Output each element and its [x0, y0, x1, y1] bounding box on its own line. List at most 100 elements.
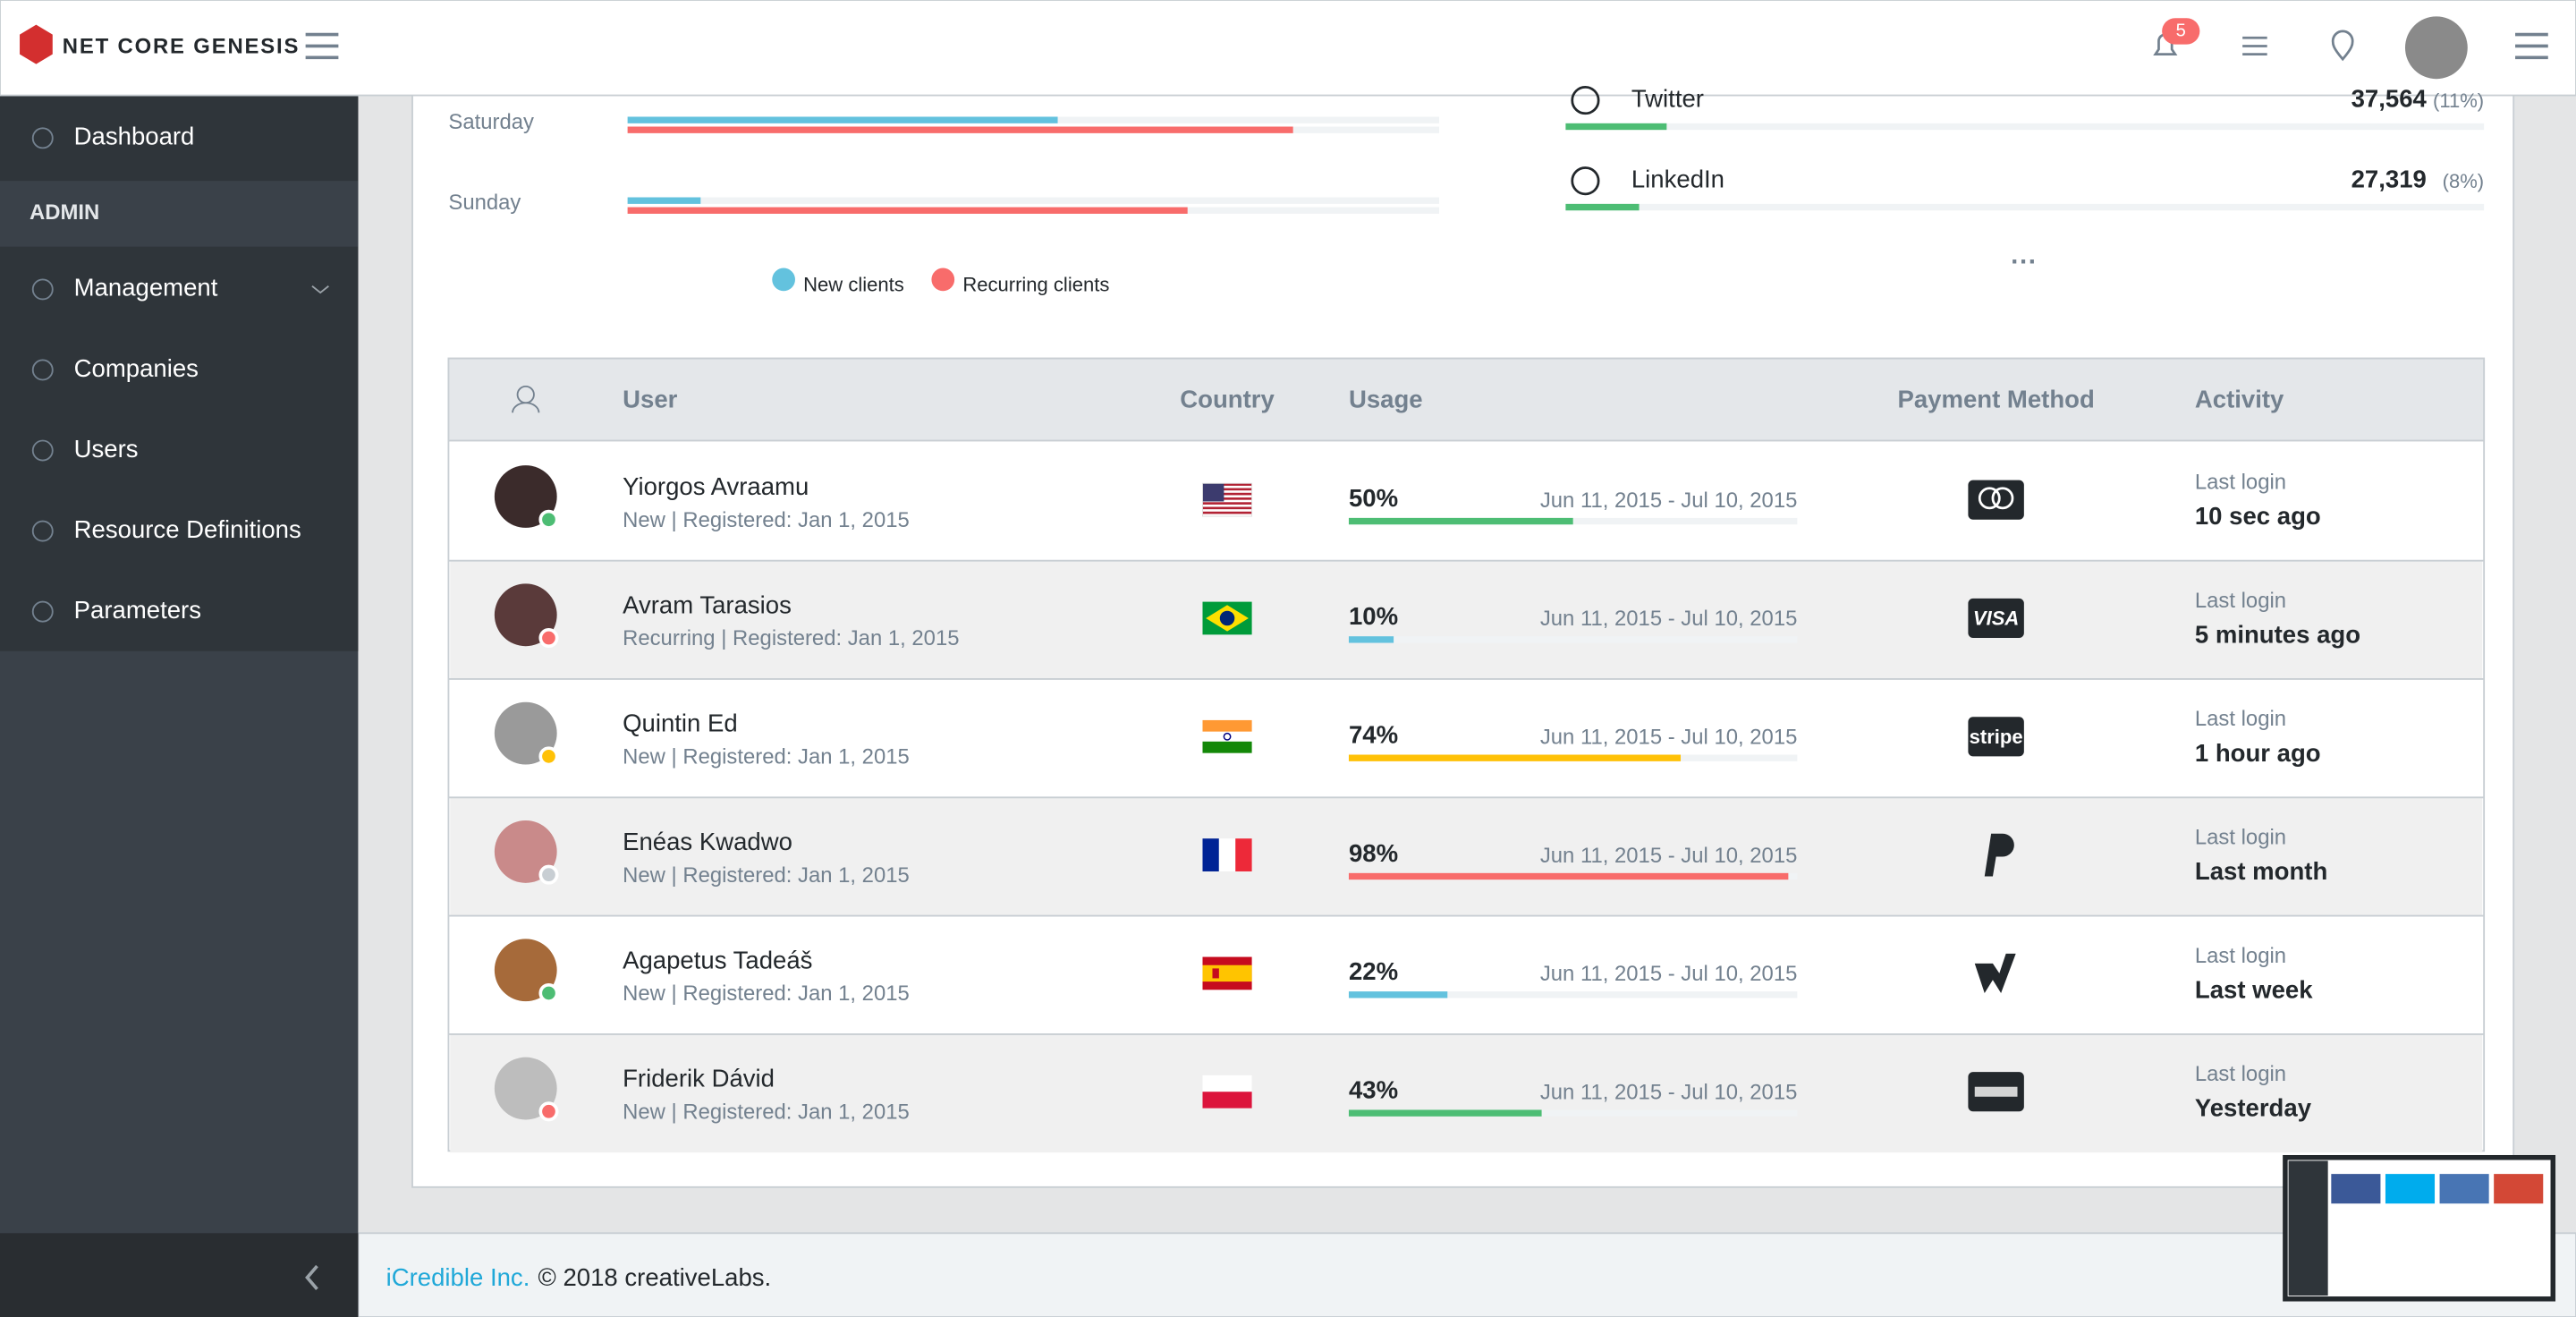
nav-icon[interactable]	[31, 520, 54, 542]
bar	[627, 197, 701, 204]
flag	[1223, 732, 1232, 741]
aside-toggle[interactable]	[2515, 32, 2548, 60]
avatar	[494, 701, 557, 765]
activity-value: 1 hour ago	[2195, 739, 2321, 767]
bar-track	[1348, 991, 1798, 998]
flag	[1202, 1092, 1252, 1109]
user-col-icon	[512, 402, 540, 413]
bar	[1565, 123, 1667, 131]
usage-bar	[1348, 636, 1394, 643]
activity-label: Last login	[2195, 944, 2286, 968]
flag	[1202, 483, 1252, 486]
nav-icon[interactable]	[31, 127, 54, 149]
user-name: Enéas Kwadwo	[623, 828, 792, 855]
avatar	[494, 820, 557, 883]
bar-track	[1565, 123, 2485, 131]
nav-item[interactable]: Resource Definitions	[74, 515, 301, 543]
badge	[2162, 18, 2200, 45]
activity-label: Last login	[2195, 589, 2286, 613]
menu-toggle[interactable]	[305, 32, 339, 60]
social-percent: (11%)	[2433, 89, 2484, 112]
nav-icon[interactable]	[31, 439, 54, 462]
social-name: Twitter	[1631, 84, 1704, 112]
status-dot	[538, 864, 559, 885]
status-dot	[538, 509, 559, 530]
footer-copyright: © 2018 creativeLabs.	[538, 1263, 772, 1291]
user-name: Agapetus Tadeáš	[623, 946, 812, 973]
sidebar-minimizer[interactable]	[0, 1233, 359, 1317]
bar	[627, 116, 1058, 123]
usage-period: Jun 11, 2015 - Jul 10, 2015	[1540, 1080, 1798, 1104]
minimap-tile	[2439, 1174, 2489, 1204]
flag	[1202, 838, 1219, 871]
footer-link[interactable]: iCredible Inc.	[386, 1263, 530, 1291]
bar	[627, 207, 1188, 214]
row-stripe	[450, 1033, 2483, 1153]
usage-label: 98%	[1349, 839, 1398, 867]
activity-value: 10 sec ago	[2195, 502, 2321, 530]
activity-label: Last login	[2195, 826, 2286, 850]
nav-item[interactable]: Users	[74, 435, 139, 463]
minimap-tile	[2494, 1174, 2544, 1204]
badge-count: 5	[2176, 21, 2186, 40]
collapse-icon[interactable]	[305, 1264, 318, 1290]
flag	[1202, 483, 1224, 502]
nav-item[interactable]: Management	[74, 274, 218, 302]
nav-item[interactable]: Companies	[74, 354, 199, 382]
usage-bar	[1348, 1109, 1542, 1117]
user-meta: New | Registered: Jan 1, 2015	[623, 744, 910, 769]
column-header: Country	[1180, 386, 1275, 413]
payment-icon	[1968, 717, 2024, 757]
user-name: Friderik Dávid	[623, 1065, 775, 1092]
status-dot	[538, 1101, 559, 1122]
column-header: User	[623, 386, 678, 413]
usage-label: 43%	[1349, 1076, 1398, 1104]
day-label: Saturday	[448, 110, 534, 134]
nav-icon[interactable]	[31, 359, 54, 381]
row-stripe	[450, 560, 2483, 679]
list-icon[interactable]	[2242, 36, 2267, 56]
activity-label: Last login	[2195, 1062, 2286, 1086]
activity-label: Last login	[2195, 471, 2286, 495]
avatar	[494, 1057, 557, 1120]
user-name: Avram Tarasios	[623, 591, 792, 618]
user-meta: New | Registered: Jan 1, 2015	[623, 508, 910, 532]
nav-icon[interactable]	[31, 600, 54, 623]
brand: NET CORE GENESIS	[63, 35, 300, 59]
usage-label: 50%	[1349, 484, 1398, 512]
nav-icon[interactable]	[31, 278, 54, 301]
location-icon[interactable]	[2331, 30, 2354, 62]
flag	[1202, 482, 1253, 517]
flag	[1235, 838, 1252, 871]
column-header: Payment Method	[1897, 386, 2094, 413]
legend-label: Recurring clients	[962, 274, 1109, 296]
avatar	[494, 939, 557, 1002]
flag	[1202, 741, 1252, 753]
legend-swatch	[772, 268, 795, 292]
social-icon	[1571, 86, 1600, 115]
usage-label: 10%	[1349, 602, 1398, 630]
nav-item[interactable]: Parameters	[74, 596, 201, 624]
social-count: 27,319	[2351, 165, 2427, 192]
minimap-tile	[2385, 1174, 2436, 1204]
avatar	[494, 465, 557, 528]
flag	[1202, 1075, 1252, 1092]
user-avatar[interactable]	[2404, 16, 2468, 80]
usage-period: Jun 11, 2015 - Jul 10, 2015	[1540, 962, 1798, 986]
status-dot	[538, 982, 559, 1003]
bar-track	[1565, 203, 2485, 211]
flag	[1202, 506, 1252, 510]
flag	[1202, 492, 1252, 496]
usage-bar	[1348, 872, 1789, 880]
user-meta: New | Registered: Jan 1, 2015	[623, 981, 910, 1006]
bar-track	[627, 197, 1439, 204]
minimap-tile	[2331, 1174, 2381, 1204]
flag	[1202, 731, 1252, 742]
nav-item[interactable]: Dashboard	[74, 123, 195, 150]
more[interactable]: ···	[2011, 247, 2037, 276]
sidebar-section	[0, 181, 359, 247]
social-icon	[1571, 166, 1600, 196]
usage-label: 74%	[1349, 721, 1398, 749]
